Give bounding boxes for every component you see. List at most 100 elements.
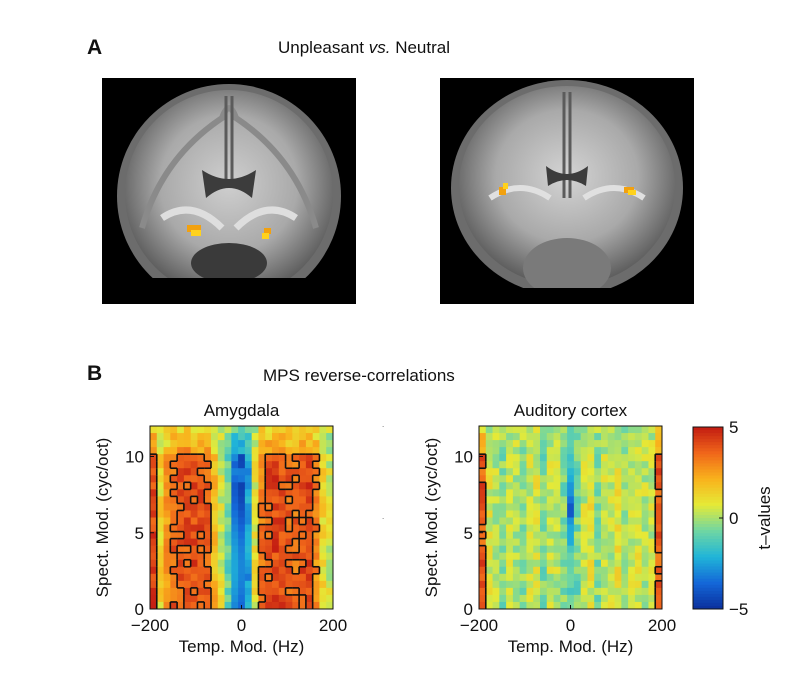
heatmap-cell [655, 489, 663, 497]
heatmap-cell [177, 580, 185, 589]
heatmap-cell [238, 468, 246, 476]
heatmap-cell [655, 461, 663, 469]
heatmap-cell [299, 601, 307, 610]
heatmap-cell [492, 426, 500, 434]
heatmap-cell [231, 601, 239, 610]
heatmap-cell [156, 475, 164, 483]
heatmap-cell [231, 587, 239, 596]
heatmap-cell [546, 433, 554, 441]
heatmap-cell [546, 475, 554, 483]
heatmap-cell [648, 454, 656, 462]
heatmap-cell [224, 545, 232, 554]
heatmap-cell [177, 454, 185, 462]
heatmap-cell [648, 545, 656, 554]
heatmap-cell [183, 573, 192, 582]
heatmap-cell [506, 489, 514, 497]
heatmap-cell [607, 594, 615, 603]
heatmap-cell [272, 489, 280, 497]
heatmap-cell [312, 447, 320, 455]
heatmap-cell [601, 468, 609, 476]
heatmap-cell [312, 580, 320, 589]
heatmap-cell [641, 573, 649, 582]
heatmap-cell [190, 531, 198, 540]
heatmap-cell [553, 433, 561, 441]
heatmap-cell [540, 489, 548, 497]
heatmap-cell [326, 566, 334, 575]
heatmap-cell [319, 510, 327, 518]
heatmap-cell [614, 587, 622, 596]
heatmap-cell [546, 482, 554, 490]
heatmap-cell [258, 566, 266, 575]
heatmap-cell [628, 545, 636, 554]
heatmap-cell [299, 433, 307, 441]
heatmap-cell [546, 426, 554, 434]
heatmap-cell [265, 580, 273, 589]
heatmap-cell [634, 517, 643, 525]
heatmap-cell [567, 475, 575, 483]
heatmap-cell [150, 580, 158, 589]
heatmap-cell [621, 524, 629, 532]
heatmap-cell [238, 496, 246, 504]
heatmap-cell [163, 573, 171, 582]
heatmap-cell [183, 580, 192, 589]
heatmap-cell [540, 594, 548, 603]
heatmap-cell [519, 538, 527, 547]
heatmap-cell [211, 440, 219, 448]
heatmap-cell [655, 503, 663, 511]
heatmap-cell [540, 440, 548, 448]
heatmap-cell [594, 580, 602, 589]
heatmap-cell [265, 594, 273, 603]
heatmap-cell [526, 447, 534, 455]
heatmap-cell [170, 468, 178, 476]
heatmap-cell [204, 566, 212, 575]
heatmap-cell [163, 454, 171, 462]
heatmap-cell [299, 503, 307, 511]
heatmap-cell [163, 559, 171, 568]
heatmap-cell [607, 461, 615, 469]
heatmap-cell [278, 503, 286, 511]
heatmap-cell [573, 489, 582, 497]
heatmap-cell [244, 517, 253, 525]
heatmap-cell [580, 482, 588, 490]
heatmap-cell [655, 433, 663, 441]
heatmap-cell [190, 552, 198, 561]
heatmap-cell [546, 552, 554, 561]
heatmap-cell [197, 601, 205, 610]
heatmap-cell [485, 566, 493, 575]
heatmap-cell [533, 594, 541, 603]
heatmap-cell [285, 531, 293, 540]
heatmap-cell [312, 566, 320, 575]
x-tick-label: 200 [319, 616, 347, 635]
heatmap-cell [519, 580, 527, 589]
heatmap-cell [170, 517, 178, 525]
heatmap-cell [319, 461, 327, 469]
heatmap-cell [479, 503, 487, 511]
heatmap-cell [628, 447, 636, 455]
heatmap-cell [533, 524, 541, 532]
heatmap-cell [594, 531, 602, 540]
heatmap-cell [634, 594, 643, 603]
heatmap-cell [190, 573, 198, 582]
heatmap-cell [251, 454, 259, 462]
heatmap-cell [272, 496, 280, 504]
heatmap-cell [560, 496, 568, 504]
heatmap-cell [607, 454, 615, 462]
heatmap-cell [326, 475, 334, 483]
heatmap-cell [553, 545, 561, 554]
heatmap-cell [217, 440, 225, 448]
heatmap-cell [546, 524, 554, 532]
heatmap-cell [492, 601, 500, 610]
heatmap-cell [217, 531, 225, 540]
heatmap-cell [292, 426, 300, 434]
heatmap-cell [312, 559, 320, 568]
y-axis-label: Spect. Mod. (cyc/oct) [422, 438, 441, 598]
heatmap-cell [238, 573, 246, 582]
heatmap-cell [299, 447, 307, 455]
heatmap-cell [156, 573, 164, 582]
separator-dot: . [382, 420, 385, 429]
colorbar-segment [693, 554, 723, 558]
heatmap-cell [567, 580, 575, 589]
heatmap-cell [621, 496, 629, 504]
heatmap-cell [553, 447, 561, 455]
heatmap-cell [177, 440, 185, 448]
